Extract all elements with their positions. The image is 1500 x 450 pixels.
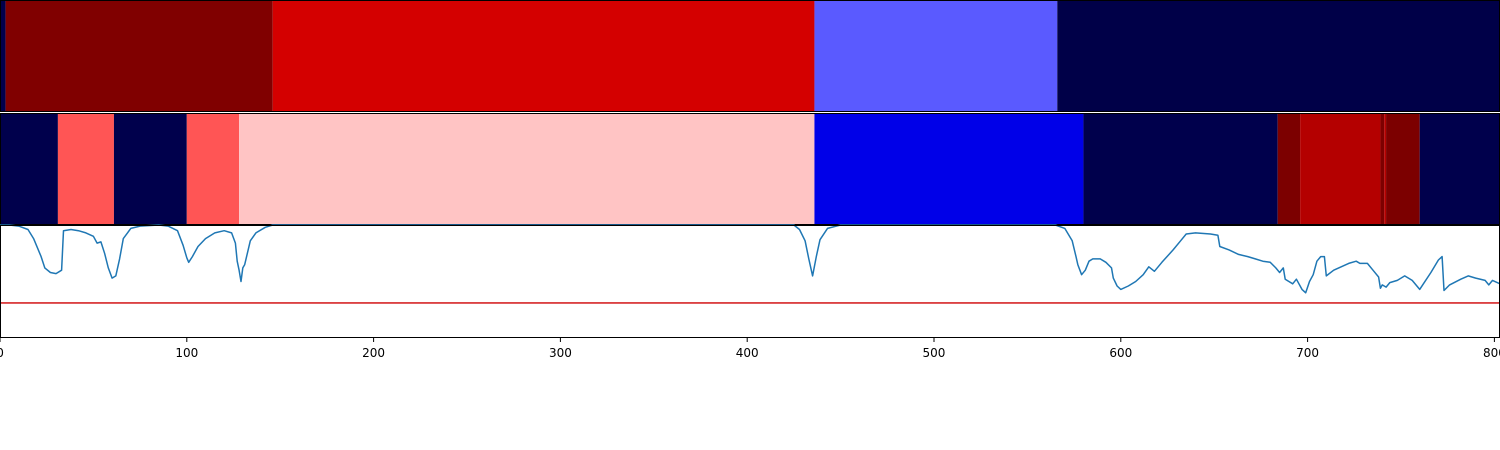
x-tick-label-0: 0 <box>0 346 4 360</box>
x-tick-label-500: 500 <box>923 346 946 360</box>
segment-13 <box>1419 113 1500 225</box>
x-tick-label-300: 300 <box>549 346 572 360</box>
series-line-1 <box>0 224 1500 294</box>
segment-7 <box>1083 113 1278 225</box>
segment-10 <box>1380 113 1385 225</box>
x-tick-label-600: 600 <box>1109 346 1132 360</box>
x-tick-label-100: 100 <box>175 346 198 360</box>
segment-9 <box>1300 113 1381 225</box>
segment-4 <box>814 0 1058 112</box>
line-plot-panel <box>0 224 1500 338</box>
segment-5 <box>1057 0 1500 112</box>
segment-12 <box>1386 113 1420 225</box>
segment-4 <box>186 113 240 225</box>
segment-11 <box>1384 113 1387 225</box>
segment-8 <box>1277 113 1301 225</box>
x-tick-label-700: 700 <box>1296 346 1319 360</box>
segment-5 <box>239 113 815 225</box>
x-tick-label-400: 400 <box>736 346 759 360</box>
x-tick-label-800: 800 <box>1483 346 1500 360</box>
x-axis: 0 100 200 300 400 500 600 700 800 <box>0 338 1500 360</box>
plot-area <box>0 225 1500 338</box>
segment-6 <box>814 113 1084 225</box>
top-segment-panel <box>0 0 1500 112</box>
segment-1 <box>0 0 6 112</box>
segment-3 <box>113 113 187 225</box>
x-tick-label-200: 200 <box>362 346 385 360</box>
middle-segment-panel <box>0 113 1500 225</box>
segment-2 <box>57 113 114 225</box>
segment-3 <box>272 0 815 112</box>
segment-1 <box>0 113 58 225</box>
segment-2 <box>5 0 273 112</box>
